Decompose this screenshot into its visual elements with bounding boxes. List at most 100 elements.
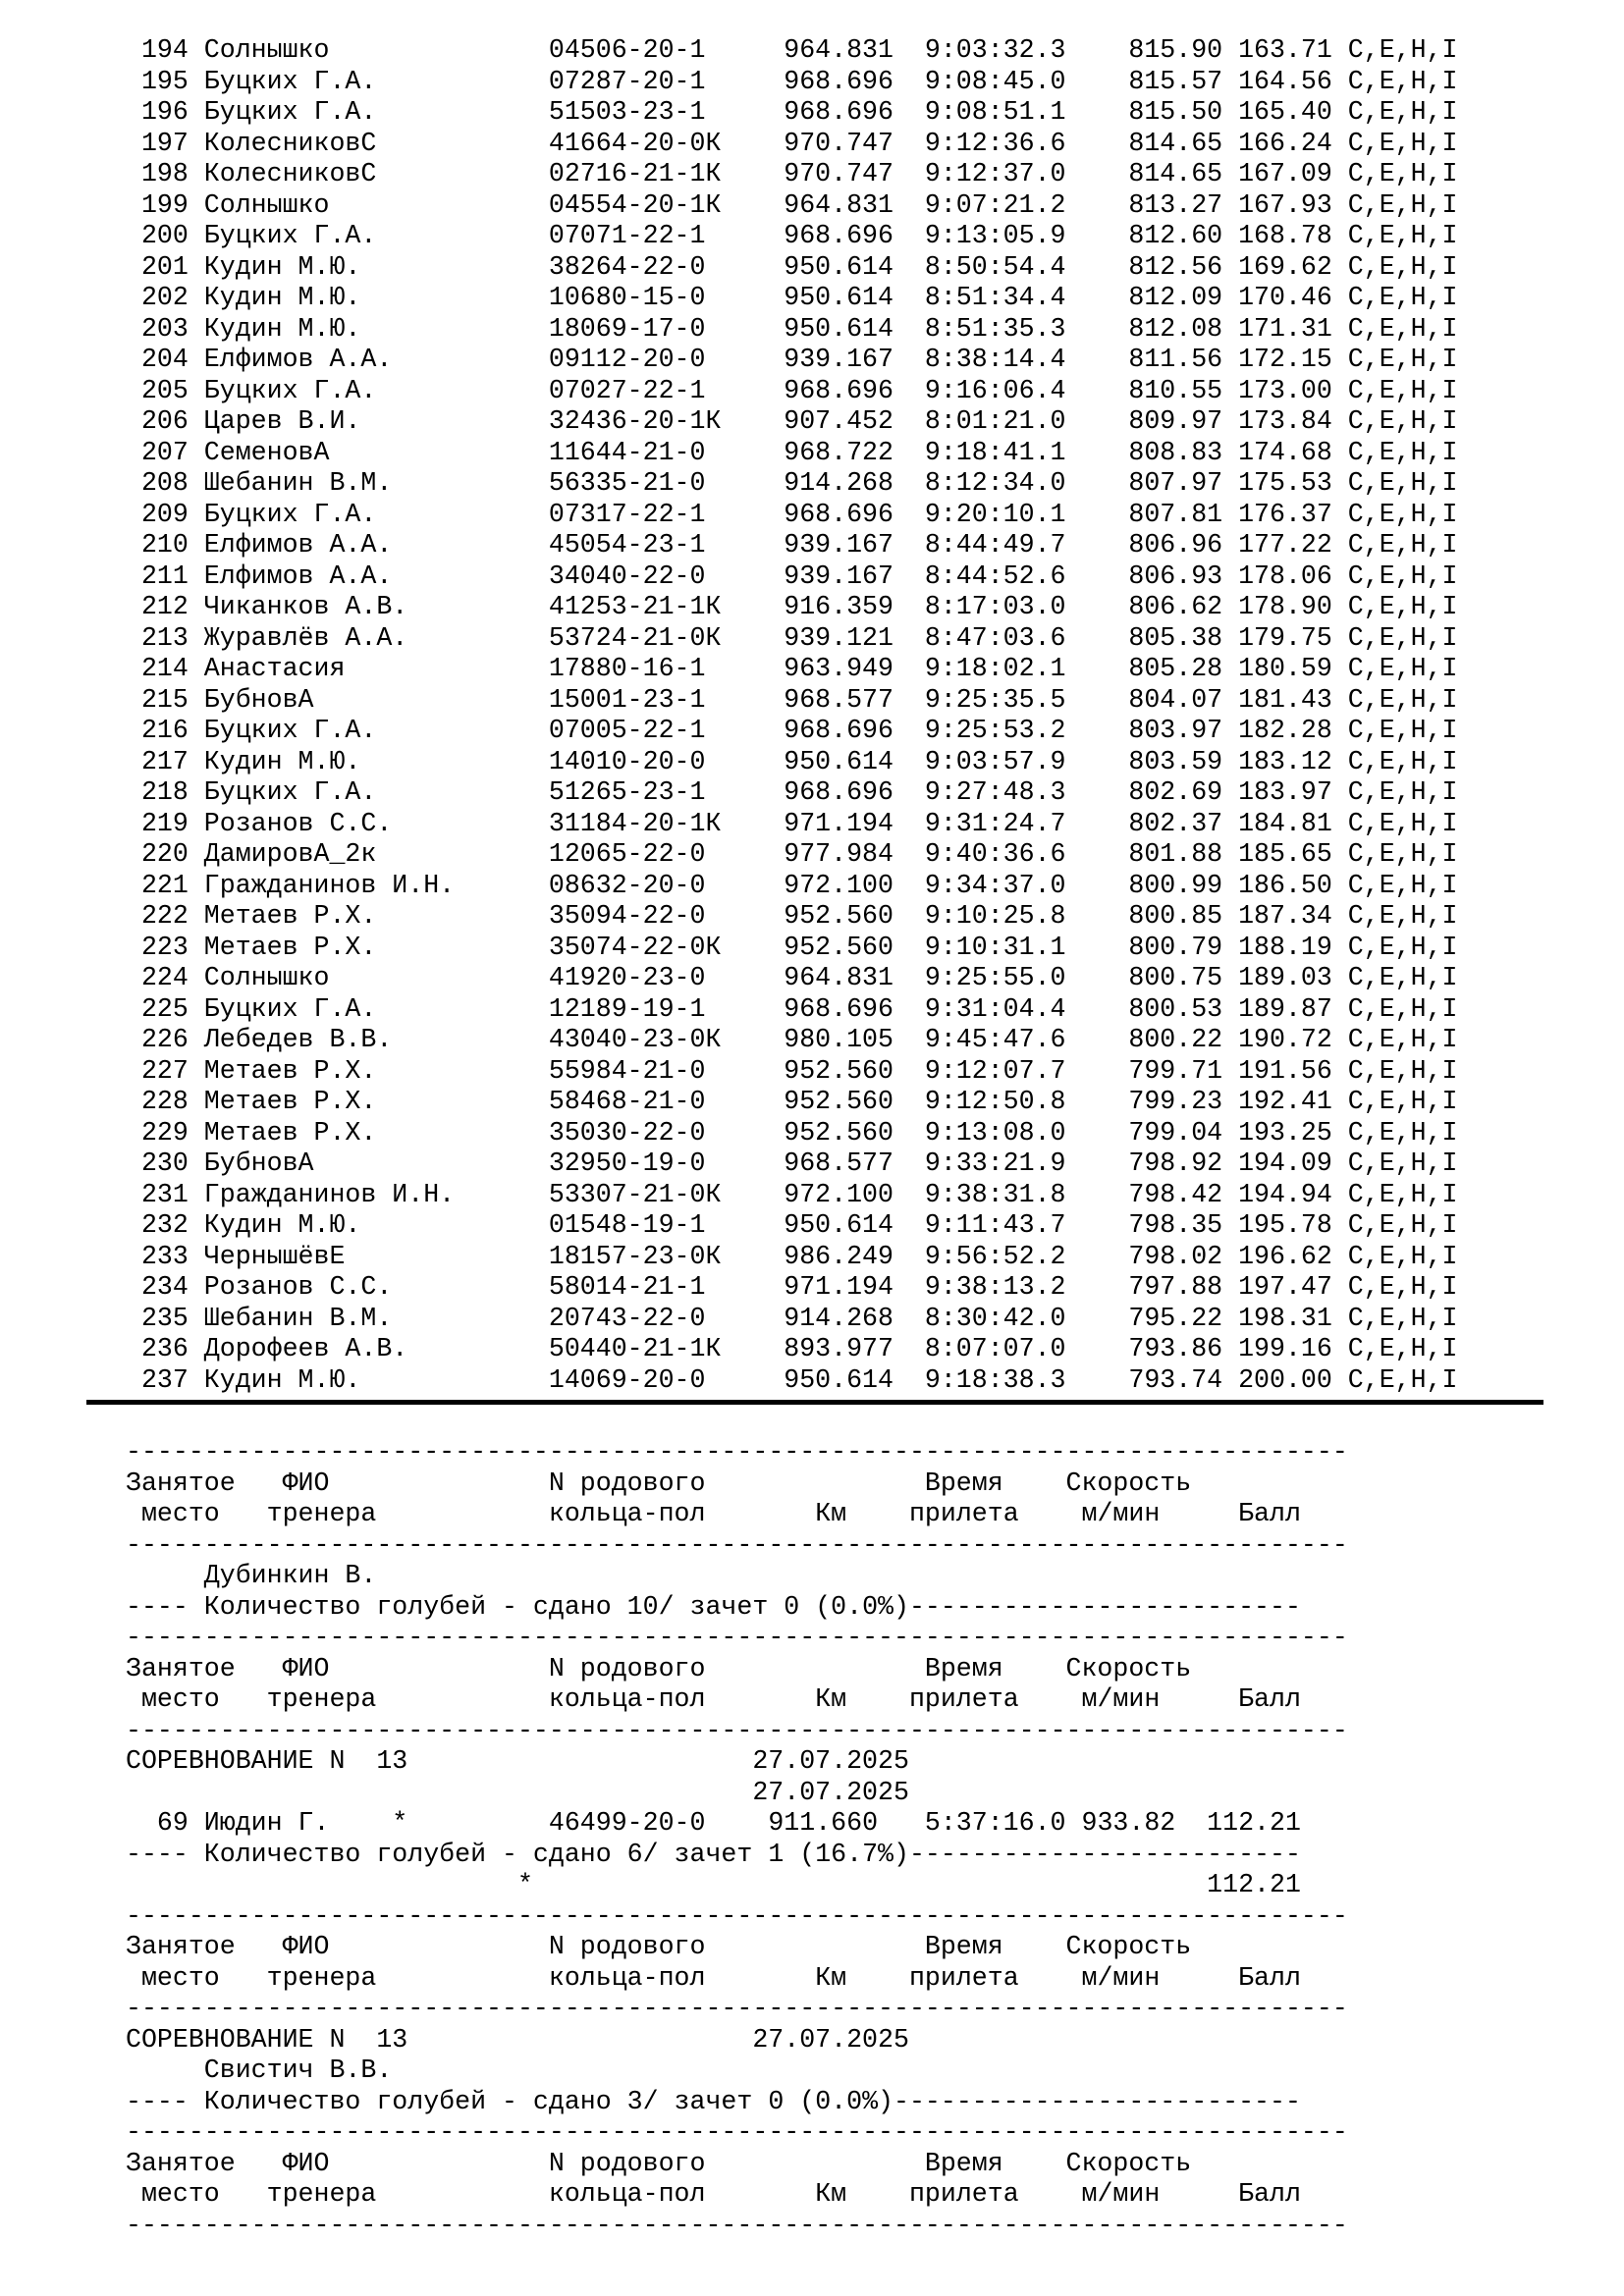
place-cell: 237 (140, 1364, 189, 1395)
ring-number-cell: 11644-21-0 (548, 437, 706, 467)
dashes: ----------------------------------------… (126, 1623, 1348, 1652)
points-cell: 173.84 (1238, 406, 1332, 436)
table-row: 219 Розанов С.С. 31184-20-1К 971.194 9:3… (126, 809, 1458, 840)
place-cell: 69 (156, 1808, 189, 1838)
trainer-name-cell: ДамировА_2к (203, 839, 377, 869)
column-header-line2: место тренера кольца-пол Км прилета м/ми… (126, 2179, 1301, 2211)
place-cell: 196 (140, 97, 189, 127)
trainer-name-cell: Метаев Р.Х. (203, 932, 377, 962)
header-place: Занятое (126, 1653, 236, 1683)
ring-number-cell: 58468-21-0 (548, 1087, 706, 1116)
ring-number-cell: 58014-21-1 (548, 1272, 706, 1302)
table-row: 216 Буцких Г.А. 07005-22-1 968.696 9:25:… (126, 716, 1458, 747)
speed-cell: 795.22 (1128, 1303, 1223, 1333)
column-header-line1: Занятое ФИО N родового Время Скорость (126, 2149, 1191, 2180)
points-cell: 191.56 (1238, 1055, 1332, 1086)
points-cell: 175.53 (1238, 468, 1332, 498)
points-cell: 182.28 (1238, 716, 1332, 745)
place-cell: 210 (140, 530, 189, 560)
place-cell: 215 (140, 684, 189, 715)
points-cell: 198.31 (1238, 1303, 1332, 1333)
speed-cell: 798.35 (1128, 1210, 1223, 1240)
place-cell: 217 (140, 746, 189, 776)
ring-number-cell: 43040-23-0К (548, 1025, 722, 1054)
place-cell: 231 (140, 1179, 189, 1209)
categories-cell: С,Е,Н,I (1347, 592, 1458, 621)
categories-cell: С,Е,Н,I (1347, 375, 1458, 405)
ring-number-cell: 35074-22-0К (548, 932, 722, 962)
total-points-line: * 112.21 (126, 1870, 1301, 1901)
km-cell: 939.167 (784, 345, 893, 374)
categories-cell: С,Е,Н,I (1347, 1117, 1458, 1148)
arrival-time-cell: 9:16:06.4 (924, 375, 1066, 405)
ring-number-cell: 01548-19-1 (548, 1210, 706, 1240)
arrival-time-cell: 9:13:08.0 (924, 1117, 1066, 1148)
header-ring: N родового (548, 1653, 706, 1683)
ring-number-cell: 53724-21-0К (548, 622, 722, 653)
table-row: 225 Буцких Г.А. 12189-19-1 968.696 9:31:… (126, 994, 1458, 1026)
header-time: Время (924, 1468, 1003, 1498)
categories-cell: С,Е,Н,I (1347, 1148, 1458, 1178)
place-cell: 198 (140, 159, 189, 188)
speed-cell: 806.96 (1128, 530, 1223, 560)
trainer-name-cell: Метаев Р.Х. (203, 1117, 377, 1148)
categories-cell: С,Е,Н,I (1347, 251, 1458, 282)
place-cell: 221 (140, 870, 189, 900)
km-cell: 950.614 (784, 1210, 893, 1240)
categories-cell: С,Е,Н,I (1347, 406, 1458, 436)
points-cell: 163.71 (1238, 35, 1332, 65)
trainer-name-cell: Дорофеев А.В. (203, 1334, 408, 1363)
star-mark: * (516, 1870, 533, 1899)
arrival-time-cell: 9:12:07.7 (924, 1055, 1066, 1086)
trainer-name-cell: Солнышко (203, 963, 330, 992)
place-cell: 234 (140, 1272, 189, 1302)
km-cell: 952.560 (784, 1087, 893, 1116)
table-row: 220 ДамировА_2к 12065-22-0 977.984 9:40:… (126, 839, 1458, 871)
table-row: 224 Солнышко 41920-23-0 964.831 9:25:55.… (126, 963, 1458, 994)
arrival-time-cell: 8:30:42.0 (924, 1303, 1066, 1333)
place-cell: 224 (140, 963, 189, 992)
ring-number-cell: 50440-21-1К (548, 1334, 722, 1363)
speed-cell: 798.92 (1128, 1148, 1223, 1178)
ring-number-cell: 32950-19-0 (548, 1148, 706, 1178)
arrival-time-cell: 8:38:14.4 (924, 345, 1066, 374)
categories-cell: С,Е,Н,I (1347, 283, 1458, 312)
header-points: Балл (1238, 1684, 1301, 1714)
ring-number-cell: 45054-23-1 (548, 530, 706, 560)
points-cell: 196.62 (1238, 1241, 1332, 1271)
categories-cell: С,Е,Н,I (1347, 1303, 1458, 1333)
points-cell: 188.19 (1238, 932, 1332, 962)
trainer-name-cell: БубновА (203, 1148, 314, 1178)
categories-cell: С,Е,Н,I (1347, 66, 1458, 96)
arrival-time-cell: 9:03:57.9 (924, 746, 1066, 776)
arrival-time-cell: 8:44:52.6 (924, 561, 1066, 591)
competition-date-line: 27.07.2025 (126, 1778, 909, 1809)
header-time2: прилета (908, 2179, 1019, 2209)
speed-cell: 807.97 (1128, 468, 1223, 498)
header-points: Балл (1238, 1962, 1301, 1993)
categories-cell: С,Е,Н,I (1347, 159, 1458, 188)
km-cell: 971.194 (784, 1272, 893, 1302)
km-cell: 950.614 (784, 746, 893, 776)
ring-number-cell: 18157-23-0К (548, 1241, 722, 1271)
ring-number-cell: 09112-20-0 (548, 345, 706, 374)
categories-cell: С,Е,Н,I (1347, 716, 1458, 745)
trainer-name-line: Свистич В.В. (126, 2056, 393, 2087)
header-place2: место (140, 2179, 220, 2209)
separator-line: ----------------------------------------… (126, 1901, 1348, 1933)
km-cell: 964.831 (784, 189, 893, 220)
trainer-name-cell: Кудин М.Ю. (203, 283, 361, 312)
header-speed: Скорость (1065, 1468, 1192, 1498)
speed-cell: 812.08 (1128, 313, 1223, 344)
place-cell: 232 (140, 1210, 189, 1240)
arrival-time-cell: 9:38:13.2 (924, 1272, 1066, 1302)
speed-cell: 802.69 (1128, 777, 1223, 807)
trainer-name-cell: Солнышко (203, 35, 330, 65)
categories-cell: С,Е,Н,I (1347, 35, 1458, 65)
trainer-name-cell: Шебанин В.М. (203, 468, 393, 498)
header-time: Время (924, 1653, 1003, 1683)
km-cell: 972.100 (784, 870, 893, 900)
separator-line: ----------------------------------------… (126, 2211, 1348, 2242)
table-row: 203 Кудин М.Ю. 18069-17-0 950.614 8:51:3… (126, 314, 1458, 346)
arrival-time-cell: 9:07:21.2 (924, 189, 1066, 220)
